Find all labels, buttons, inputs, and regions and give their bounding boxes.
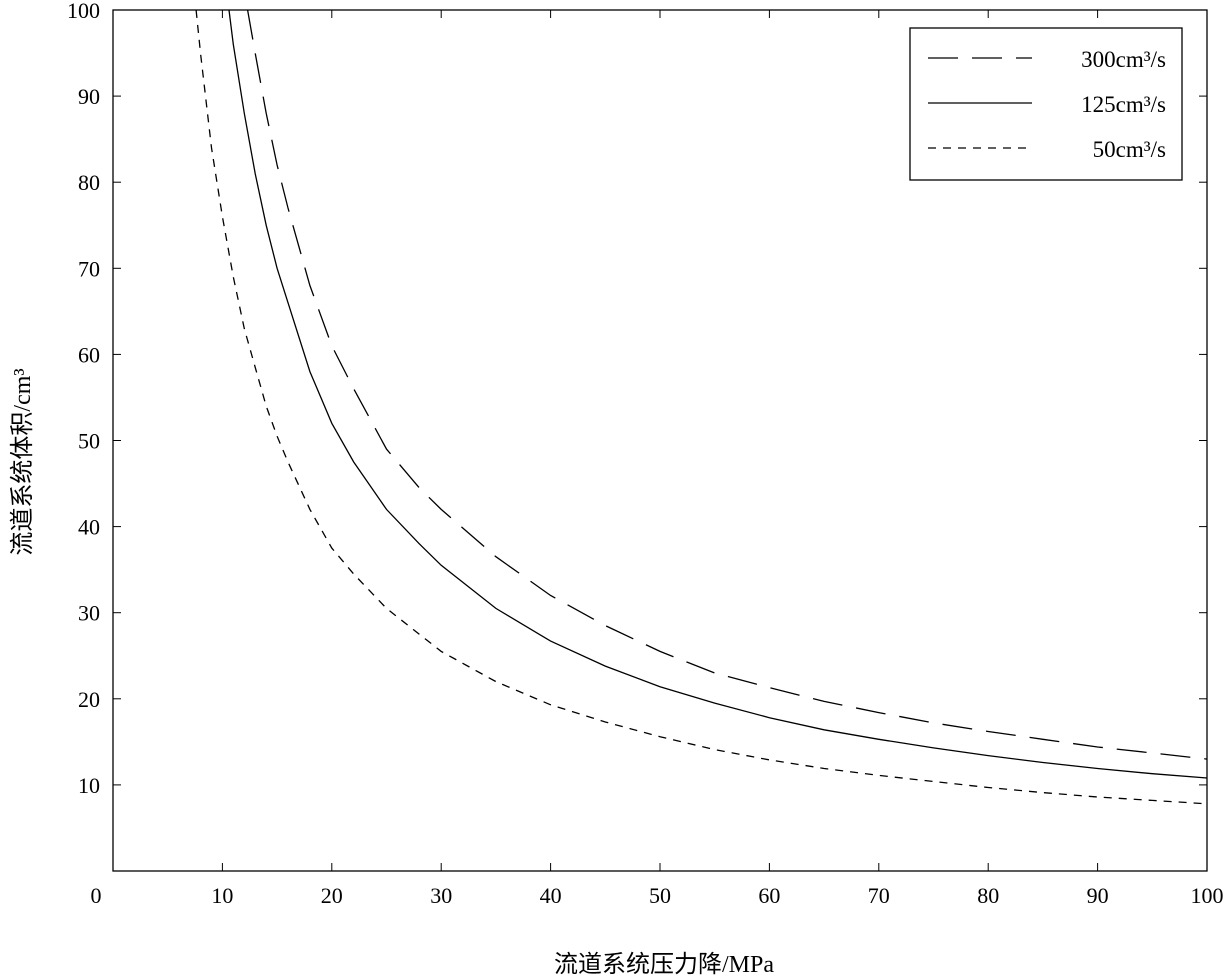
x-tick-label: 20	[321, 883, 343, 908]
y-tick-label: 40	[78, 515, 100, 540]
series-line-3	[195, 9, 1208, 805]
y-tick-label: 10	[78, 773, 100, 798]
x-tick-label: 60	[758, 883, 780, 908]
x-tick-label: 80	[977, 883, 999, 908]
y-tick-label: 80	[78, 170, 100, 195]
y-tick-label: 90	[78, 84, 100, 109]
series-line-2	[228, 9, 1208, 779]
x-tick-label: 0	[91, 883, 102, 908]
x-tick-label: 40	[540, 883, 562, 908]
legend-label-2: 125cm³/s	[1081, 92, 1166, 117]
x-axis-label: 流道系统压力降/MPa	[554, 951, 774, 978]
legend-box	[909, 27, 1183, 181]
x-tick-label: 30	[430, 883, 452, 908]
legend-label-1: 300cm³/s	[1081, 47, 1166, 72]
y-tick-label: 20	[78, 687, 100, 712]
y-tick-label: 50	[78, 429, 100, 454]
y-axis-ticks: 10 20 30 40 50 60 70 80 90 100	[67, 0, 1207, 798]
y-tick-label: 70	[78, 256, 100, 281]
y-tick-label: 100	[67, 0, 100, 23]
y-axis-label: 流道系统体积/cm³	[9, 368, 36, 555]
legend: 300cm³/s 125cm³/s 50cm³/s	[909, 27, 1183, 181]
x-tick-label: 70	[868, 883, 890, 908]
series-layer	[195, 9, 1208, 805]
x-tick-label: 90	[1087, 883, 1109, 908]
x-axis-ticks: 0 10 20 30 40 50 60 70 80 90 100	[91, 10, 1224, 908]
x-tick-label: 50	[649, 883, 671, 908]
x-tick-label: 10	[211, 883, 233, 908]
x-tick-label: 100	[1191, 883, 1224, 908]
y-tick-label: 60	[78, 342, 100, 367]
y-tick-label: 30	[78, 601, 100, 626]
series-line-1	[246, 9, 1208, 760]
legend-label-3: 50cm³/s	[1093, 137, 1166, 162]
